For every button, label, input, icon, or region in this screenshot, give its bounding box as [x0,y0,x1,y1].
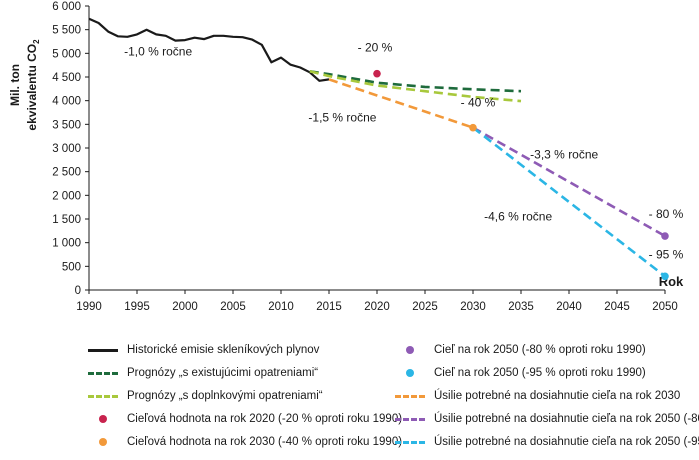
target-point-2 [661,232,669,240]
series-line-5 [472,126,666,278]
x-tick-label: 2050 [652,301,678,313]
y-axis-label-line2: ekvivalentu CO2 [25,39,41,131]
y-tick-label: 3 000 [52,143,81,155]
rate-annotation-1: -1,5 % ročne [308,110,376,124]
y-tick-label: 0 [75,285,81,297]
y-tick-label: 1 500 [52,214,81,226]
y-tick-label: 4 000 [52,96,81,108]
y-tick-label: 4 500 [52,72,81,84]
x-tick-label: 2010 [268,301,294,313]
target-label-3: - 95 % [649,247,684,261]
x-tick-label: 2005 [220,301,246,313]
x-tick-label: 2020 [364,301,390,313]
series-lines [88,17,666,278]
target-label-1: - 40 % [461,96,496,110]
series-line-1 [309,70,522,93]
target-point-1 [469,123,477,132]
series-line-2 [309,70,522,103]
x-tick-label: 2030 [460,301,486,313]
series-line-4 [472,126,666,238]
axes: 0 500 1 000 1 500 2 000 2 500 3 000 3 500 4 000 4… [8,1,684,313]
x-tick-label: 2045 [604,301,630,313]
y-tick-label: 5 500 [52,25,81,37]
y-axis-label-line1: Mil. ton [8,64,22,106]
y-tick-label: 2 000 [52,190,81,202]
target-points [373,69,669,281]
target-point-0 [373,69,381,78]
chart-labels: - 20 % - 40 % - 80 % - 95 % -1,0 % ročne -1,5… [124,41,684,262]
y-tick-label: 500 [62,261,81,273]
y-tick-label: 6 000 [52,1,81,13]
x-tick-label: 1990 [76,301,102,313]
rate-annotation-0: -1,0 % ročne [124,45,192,59]
x-tick-label: 1995 [124,301,150,313]
target-point-3 [661,272,669,281]
x-tick-label: 2040 [556,301,582,313]
target-label-2: - 80 % [649,207,684,221]
series-line-3 [328,78,474,129]
x-tick-label: 2015 [316,301,342,313]
y-tick-label: 3 500 [52,119,81,131]
y-tick-label: 5 000 [52,48,81,60]
y-tick-label: 2 500 [52,167,81,179]
x-tick-label: 2025 [412,301,438,313]
y-tick-label: 1 000 [52,238,81,250]
series-line-0 [88,17,330,82]
rate-annotation-3: -4,6 % ročne [484,209,552,223]
target-label-0: - 20 % [358,41,393,55]
rate-annotation-2: -3,3 % ročne [530,147,598,161]
x-tick-label: 2035 [508,301,534,313]
y-axis-label-text: ekvivalentu CO [25,44,39,131]
y-axis-label-subscript: 2 [32,39,41,44]
x-tick-label: 2000 [172,301,198,313]
